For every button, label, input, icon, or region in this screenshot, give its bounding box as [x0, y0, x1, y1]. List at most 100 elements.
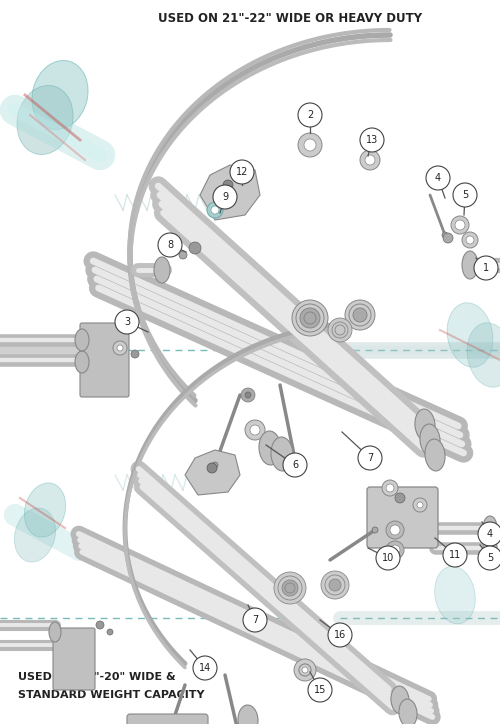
Ellipse shape	[462, 251, 478, 279]
Circle shape	[382, 480, 398, 496]
Ellipse shape	[32, 60, 88, 130]
Circle shape	[395, 493, 405, 503]
Circle shape	[335, 325, 345, 335]
Text: 15: 15	[314, 685, 326, 695]
Circle shape	[453, 183, 477, 207]
Circle shape	[304, 139, 316, 151]
Circle shape	[308, 678, 332, 702]
Circle shape	[278, 576, 302, 600]
Ellipse shape	[391, 686, 409, 714]
FancyBboxPatch shape	[80, 323, 129, 397]
Circle shape	[353, 308, 367, 322]
Circle shape	[474, 256, 498, 280]
Ellipse shape	[271, 437, 293, 471]
Circle shape	[298, 103, 322, 127]
Text: 11: 11	[449, 550, 461, 560]
Circle shape	[455, 220, 465, 230]
Circle shape	[96, 621, 104, 629]
Circle shape	[292, 457, 298, 463]
Circle shape	[360, 150, 380, 170]
Circle shape	[283, 453, 307, 477]
Circle shape	[245, 392, 251, 398]
Ellipse shape	[399, 699, 417, 724]
Ellipse shape	[154, 257, 170, 283]
Ellipse shape	[425, 439, 445, 471]
Circle shape	[241, 388, 255, 402]
Ellipse shape	[467, 323, 500, 387]
Text: USED ON 14"-20" WIDE &: USED ON 14"-20" WIDE &	[18, 672, 176, 682]
Text: 4: 4	[487, 529, 493, 539]
Circle shape	[376, 546, 400, 570]
Circle shape	[372, 527, 378, 533]
Circle shape	[292, 300, 328, 336]
Circle shape	[296, 304, 324, 332]
Circle shape	[413, 498, 427, 512]
Circle shape	[443, 543, 467, 567]
Circle shape	[466, 236, 474, 244]
Text: 5: 5	[487, 553, 493, 563]
Circle shape	[360, 128, 384, 152]
Circle shape	[302, 667, 308, 673]
Circle shape	[443, 233, 453, 243]
Ellipse shape	[259, 431, 281, 465]
Ellipse shape	[447, 303, 493, 367]
Circle shape	[131, 350, 139, 358]
Circle shape	[328, 318, 352, 342]
Circle shape	[478, 546, 500, 570]
Circle shape	[329, 579, 341, 591]
Ellipse shape	[75, 329, 89, 351]
Circle shape	[274, 572, 306, 604]
Text: 9: 9	[222, 192, 228, 202]
Circle shape	[193, 656, 217, 680]
Circle shape	[285, 583, 295, 593]
Circle shape	[304, 312, 316, 324]
Circle shape	[113, 341, 127, 355]
Circle shape	[107, 629, 113, 635]
Circle shape	[117, 345, 123, 351]
Text: 13: 13	[366, 135, 378, 145]
Text: 5: 5	[462, 190, 468, 200]
Circle shape	[294, 659, 316, 681]
Text: STANDARD WEIGHT CAPACITY: STANDARD WEIGHT CAPACITY	[18, 690, 204, 700]
Ellipse shape	[483, 536, 497, 560]
Text: 10: 10	[382, 553, 394, 563]
Ellipse shape	[483, 516, 497, 540]
Circle shape	[358, 446, 382, 470]
FancyBboxPatch shape	[367, 487, 438, 548]
FancyBboxPatch shape	[53, 628, 95, 690]
Circle shape	[299, 664, 311, 676]
Circle shape	[332, 322, 348, 338]
Circle shape	[299, 664, 311, 676]
Text: 7: 7	[252, 615, 258, 625]
Ellipse shape	[420, 424, 440, 456]
Circle shape	[478, 522, 500, 546]
Circle shape	[328, 623, 352, 647]
Circle shape	[426, 166, 450, 190]
Circle shape	[298, 133, 322, 157]
Circle shape	[115, 310, 139, 334]
Circle shape	[386, 541, 404, 559]
Circle shape	[179, 251, 187, 259]
Circle shape	[189, 242, 201, 254]
Circle shape	[212, 462, 218, 468]
Polygon shape	[185, 450, 240, 495]
Circle shape	[213, 185, 237, 209]
Text: 4: 4	[435, 173, 441, 183]
Circle shape	[300, 308, 320, 328]
Circle shape	[442, 232, 448, 238]
Circle shape	[211, 206, 219, 214]
Ellipse shape	[24, 483, 66, 537]
Ellipse shape	[14, 508, 56, 562]
Circle shape	[417, 502, 423, 508]
Text: 14: 14	[199, 663, 211, 673]
Ellipse shape	[434, 566, 476, 624]
Circle shape	[250, 425, 260, 435]
Polygon shape	[200, 165, 260, 220]
Circle shape	[390, 545, 400, 555]
Circle shape	[325, 575, 345, 595]
Text: 16: 16	[334, 630, 346, 640]
Circle shape	[386, 521, 404, 539]
Text: USED ON 21"-22" WIDE OR HEAVY DUTY: USED ON 21"-22" WIDE OR HEAVY DUTY	[158, 12, 422, 25]
Text: 1: 1	[483, 263, 489, 273]
Circle shape	[462, 232, 478, 248]
